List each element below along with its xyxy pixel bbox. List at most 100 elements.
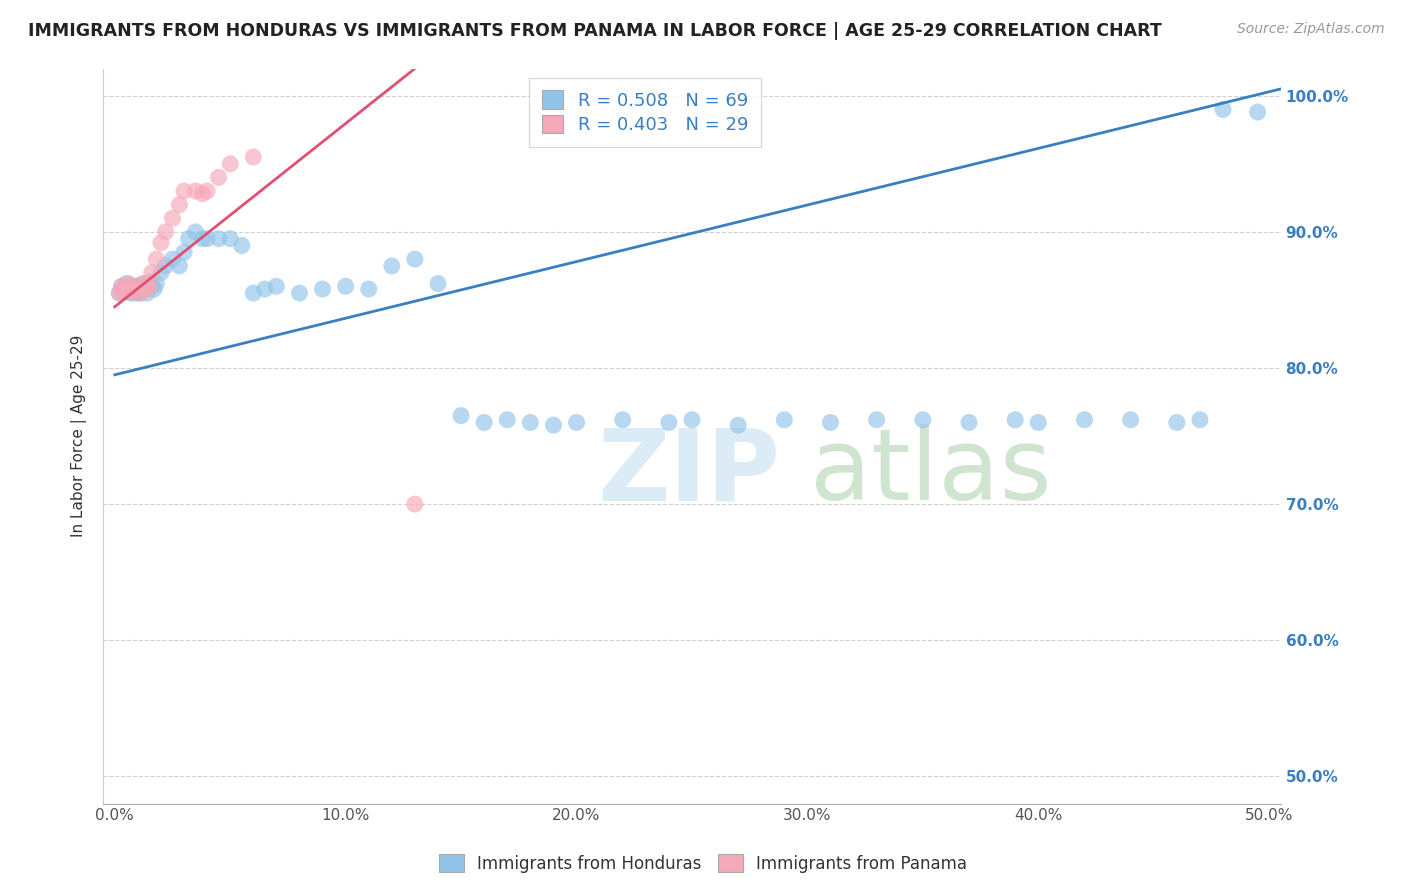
Point [111, 279, 134, 293]
Point [208, 232, 231, 246]
Point [149, 266, 172, 280]
Point [957, 416, 980, 430]
Point [357, 282, 380, 296]
Point [1073, 413, 1095, 427]
Text: IMMIGRANTS FROM HONDURAS VS IMMIGRANTS FROM PANAMA IN LABOR FORCE | AGE 25-29 CO: IMMIGRANTS FROM HONDURAS VS IMMIGRANTS F… [28, 22, 1161, 40]
Point [141, 279, 163, 293]
Point [195, 184, 218, 198]
Point [219, 157, 242, 171]
Point [162, 252, 184, 266]
Point [404, 497, 426, 511]
Point [208, 170, 231, 185]
Point [1004, 413, 1026, 427]
Point [117, 279, 139, 293]
Y-axis label: In Labor Force | Age 25-29: In Labor Force | Age 25-29 [72, 334, 87, 537]
Point [266, 279, 288, 293]
Point [658, 416, 681, 430]
Point [129, 286, 152, 301]
Point [145, 252, 167, 266]
Text: atlas: atlas [810, 425, 1052, 521]
Point [143, 282, 166, 296]
Point [112, 285, 135, 299]
Point [191, 186, 214, 201]
Point [122, 279, 145, 293]
Point [288, 286, 311, 301]
Point [108, 286, 131, 301]
Point [138, 275, 160, 289]
Point [115, 279, 138, 293]
Text: ZIP: ZIP [598, 425, 780, 521]
Point [450, 409, 472, 423]
Point [120, 282, 142, 296]
Point [169, 259, 191, 273]
Point [155, 259, 177, 273]
Point [242, 150, 264, 164]
Point [127, 285, 149, 299]
Point [122, 285, 145, 299]
Point [117, 277, 139, 291]
Point [543, 418, 565, 433]
Point [124, 286, 146, 301]
Point [727, 418, 749, 433]
Point [184, 225, 207, 239]
Point [149, 235, 172, 250]
Point [134, 277, 156, 291]
Point [820, 416, 842, 430]
Point [1026, 416, 1049, 430]
Point [612, 413, 634, 427]
Point [253, 282, 276, 296]
Point [565, 416, 588, 430]
Point [129, 286, 152, 301]
Point [381, 259, 404, 273]
Point [136, 282, 159, 296]
Point [519, 416, 541, 430]
Point [115, 277, 138, 291]
Point [1119, 413, 1142, 427]
Point [112, 282, 135, 296]
Point [681, 413, 703, 427]
Point [134, 279, 156, 293]
Point [141, 266, 163, 280]
Point [472, 416, 495, 430]
Point [138, 279, 160, 293]
Point [162, 211, 184, 226]
Point [1188, 413, 1211, 427]
Point [127, 279, 149, 293]
Point [115, 282, 138, 296]
Point [122, 282, 145, 296]
Point [129, 282, 152, 296]
Legend: Immigrants from Honduras, Immigrants from Panama: Immigrants from Honduras, Immigrants fro… [432, 847, 974, 880]
Point [1166, 416, 1188, 430]
Point [404, 252, 426, 266]
Point [124, 279, 146, 293]
Point [131, 282, 153, 296]
Point [1246, 105, 1268, 120]
Point [191, 232, 214, 246]
Text: Source: ZipAtlas.com: Source: ZipAtlas.com [1237, 22, 1385, 37]
Point [155, 225, 177, 239]
Point [311, 282, 333, 296]
Point [866, 413, 889, 427]
Point [496, 413, 519, 427]
Point [219, 232, 242, 246]
Point [124, 282, 146, 296]
Point [136, 286, 159, 301]
Point [773, 413, 796, 427]
Point [173, 245, 195, 260]
Point [911, 413, 934, 427]
Point [427, 277, 450, 291]
Point [120, 286, 142, 301]
Point [335, 279, 357, 293]
Point [145, 277, 167, 291]
Point [242, 286, 264, 301]
Point [195, 232, 218, 246]
Point [173, 184, 195, 198]
Point [231, 238, 253, 252]
Point [115, 285, 138, 299]
Point [177, 232, 200, 246]
Point [1212, 103, 1234, 117]
Point [134, 282, 156, 296]
Point [131, 277, 153, 291]
Legend: R = 0.508   N = 69, R = 0.403   N = 29: R = 0.508 N = 69, R = 0.403 N = 29 [529, 78, 761, 147]
Point [127, 282, 149, 296]
